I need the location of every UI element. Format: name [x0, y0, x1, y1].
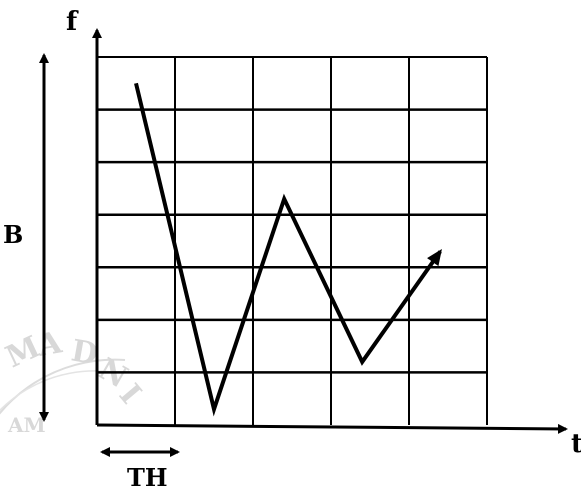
- hop-time-label: TH: [127, 463, 168, 492]
- watermark-inner-text: AM: [7, 413, 46, 437]
- grid: [97, 56, 488, 425]
- x-axis: [96, 423, 568, 434]
- bandwidth-label: B: [3, 220, 23, 249]
- hop-path: [134, 82, 442, 417]
- x-axis-label: t: [571, 429, 581, 459]
- watermark-letter: D: [69, 333, 101, 372]
- y-axis-label: f: [66, 7, 79, 37]
- watermark-seal: M A D N I AM: [0, 325, 148, 437]
